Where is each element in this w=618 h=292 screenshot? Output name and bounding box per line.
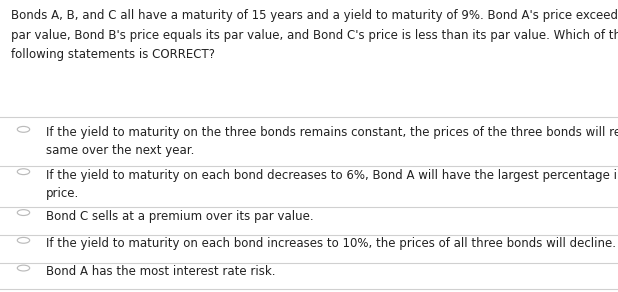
Text: Bond C sells at a premium over its par value.: Bond C sells at a premium over its par v… (46, 210, 314, 223)
Text: If the yield to maturity on the three bonds remains constant, the prices of the : If the yield to maturity on the three bo… (46, 126, 618, 157)
Text: If the yield to maturity on each bond decreases to 6%, Bond A will have the larg: If the yield to maturity on each bond de… (46, 169, 618, 200)
Text: par value, Bond B's price equals its par value, and Bond C's price is less than : par value, Bond B's price equals its par… (11, 29, 618, 42)
Text: Bonds A, B, and C all have a maturity of 15 years and a yield to maturity of 9%.: Bonds A, B, and C all have a maturity of… (11, 9, 618, 22)
Text: following statements is CORRECT?: following statements is CORRECT? (11, 48, 215, 62)
Text: Bond A has the most interest rate risk.: Bond A has the most interest rate risk. (46, 265, 276, 278)
Text: If the yield to maturity on each bond increases to 10%, the prices of all three : If the yield to maturity on each bond in… (46, 237, 616, 251)
